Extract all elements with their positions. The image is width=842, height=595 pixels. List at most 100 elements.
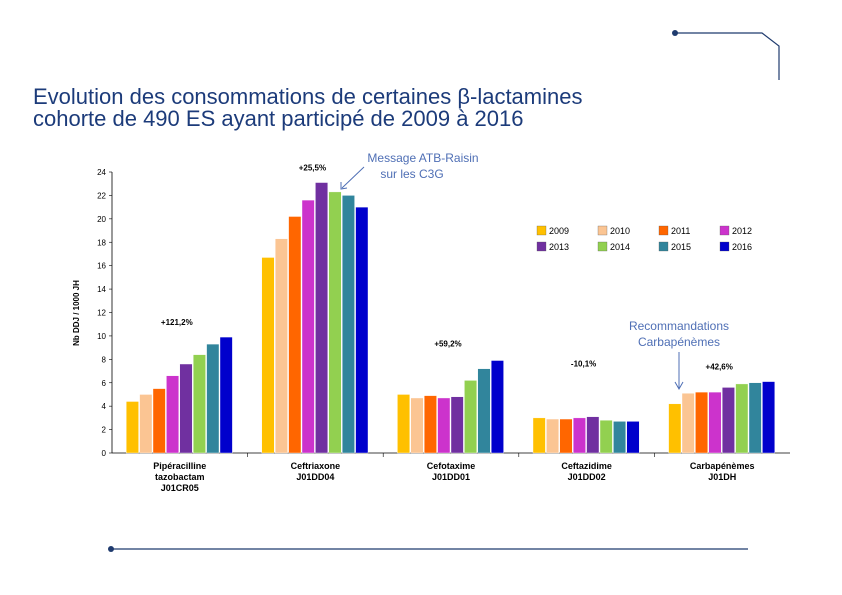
bar-2015-group-5 [748, 382, 762, 454]
legend-swatch-2015 [658, 241, 669, 252]
x-category-label-1-line-2: tazobactam [155, 472, 205, 482]
legend-label-2014: 2014 [610, 242, 630, 252]
y-tick-label-3: 6 [102, 379, 107, 388]
x-category-label-1-line-3: J01CR05 [161, 483, 199, 493]
legend-swatch-2012 [719, 225, 730, 236]
legend-label-2016: 2016 [732, 242, 752, 252]
bar-2013-group-5 [722, 387, 735, 454]
y-tick-label-1: 2 [102, 426, 107, 435]
legend-label-2012: 2012 [732, 226, 752, 236]
annotation-arrow-atb-raisin [341, 166, 365, 189]
bar-2014-group-4 [599, 420, 613, 454]
x-category-label-5-line-2: J01DH [708, 472, 736, 482]
y-tick-label-8: 16 [97, 262, 106, 271]
annotation-atb-raisin-line-1: Message ATB-Raisin [367, 151, 478, 165]
y-tick-label-7: 14 [97, 285, 106, 294]
bar-2016-group-3 [491, 360, 504, 454]
legend-swatch-2011 [658, 225, 669, 236]
annotation-arrowhead-atb-raisin [340, 182, 348, 190]
x-category-label-1-line-1: Pipéracilline [153, 461, 206, 471]
legend-label-2013: 2013 [549, 242, 569, 252]
bar-2012-group-5 [708, 391, 722, 454]
legend-swatch-2009 [536, 225, 547, 236]
x-category-label-3-line-2: J01DD01 [432, 472, 470, 482]
bar-2013-group-4 [586, 416, 600, 454]
bar-2015-group-1 [206, 343, 220, 454]
bar-2014-group-2 [328, 191, 342, 454]
x-category-label-2-line-1: Ceftriaxone [291, 461, 341, 471]
bar-2009-group-2 [261, 257, 275, 454]
legend-swatch-2010 [597, 225, 608, 236]
y-tick-label-9: 18 [97, 238, 106, 247]
x-category-label-3-line-1: Cefotaxime [427, 461, 476, 471]
deco-line-top [675, 32, 780, 80]
slide-title: Evolution des consommations de certaines… [33, 86, 673, 130]
annotation-atb-raisin-line-2: sur les C3G [380, 167, 443, 181]
group-change-label-1: +121,2% [161, 318, 193, 327]
bar-2014-group-1 [192, 354, 206, 454]
y-tick-label-11: 22 [97, 191, 106, 200]
legend-label-2015: 2015 [671, 242, 691, 252]
group-change-label-4: -10,1% [571, 360, 596, 369]
bar-2011-group-5 [695, 391, 709, 454]
legend-label-2011: 2011 [671, 226, 690, 236]
legend-swatch-2013 [536, 241, 547, 252]
bar-2011-group-2 [288, 216, 302, 454]
annotation-carbapenemes-line-2: Carbapénèmes [638, 335, 720, 349]
bar-2010-group-3 [410, 397, 424, 454]
y-tick-label-10: 20 [97, 215, 106, 224]
legend-label-2009: 2009 [549, 226, 569, 236]
bar-2011-group-3 [424, 395, 437, 454]
legend-label-2010: 2010 [610, 226, 630, 236]
bar-2010-group-1 [139, 394, 153, 454]
bar-2010-group-5 [681, 393, 695, 454]
bar-2014-group-3 [464, 380, 477, 454]
slide-title-line-1: Evolution des consommations de certaines… [33, 84, 583, 109]
legend-swatch-2014 [597, 241, 608, 252]
y-axis-label: Nb DDJ / 1000 JH [72, 280, 81, 346]
group-change-label-2: +25,5% [299, 164, 326, 173]
decorative-frame [108, 30, 780, 552]
bar-2009-group-4 [532, 417, 546, 454]
bar-2016-group-5 [762, 381, 776, 454]
bar-2012-group-1 [166, 375, 179, 454]
legend-swatch-2016 [719, 241, 730, 252]
bar-2011-group-4 [559, 418, 573, 454]
y-tick-label-4: 8 [102, 355, 107, 364]
bar-2015-group-2 [342, 195, 355, 454]
bar-2012-group-3 [437, 397, 451, 454]
group-change-label-5: +42,6% [706, 363, 733, 372]
bar-2013-group-3 [450, 396, 464, 454]
x-category-label-2-line-2: J01DD04 [296, 472, 334, 482]
bar-2011-group-1 [152, 388, 166, 454]
bar-2010-group-4 [546, 418, 560, 454]
bar-2016-group-1 [219, 336, 233, 454]
y-tick-label-2: 4 [102, 402, 107, 411]
y-tick-label-6: 12 [97, 309, 106, 318]
y-tick-label-12: 24 [97, 168, 106, 177]
annotation-arrowhead-carbapenemes [674, 381, 684, 391]
bar-2014-group-5 [735, 383, 749, 454]
bar-2016-group-4 [626, 421, 640, 454]
bar-2009-group-5 [668, 403, 682, 454]
bar-2015-group-4 [613, 421, 627, 454]
bar-2013-group-1 [179, 363, 193, 454]
y-tick-label-0: 0 [102, 449, 107, 458]
bar-2009-group-1 [125, 401, 139, 454]
slide-title-line-2: cohorte de 490 ES ayant participé de 200… [33, 106, 524, 131]
bar-2012-group-2 [301, 199, 315, 454]
x-category-label-4-line-1: Ceftazidime [561, 461, 612, 471]
bar-2012-group-4 [573, 417, 586, 454]
bar-2015-group-3 [477, 368, 491, 454]
bar-2010-group-2 [275, 238, 288, 454]
y-tick-label-5: 10 [97, 332, 106, 341]
group-change-label-3: +59,2% [434, 340, 461, 349]
x-category-label-5-line-1: Carbapénèmes [690, 461, 755, 471]
x-category-label-4-line-2: J01DD02 [568, 472, 606, 482]
bar-2016-group-2 [355, 206, 369, 454]
bar-2009-group-3 [397, 394, 410, 454]
annotation-carbapenemes-line-1: Recommandations [629, 319, 729, 333]
